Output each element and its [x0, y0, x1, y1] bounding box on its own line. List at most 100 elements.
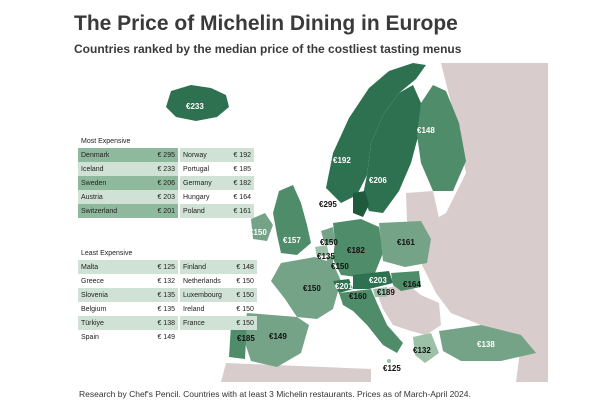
price-cell: € 206: [146, 176, 178, 190]
price-cell: [225, 330, 257, 344]
table-row: Slovenia € 135 Luxembourg € 150: [78, 288, 257, 302]
country-cell: Spain: [81, 333, 99, 341]
land-ukraine: [426, 228, 496, 288]
price-cell: € 192: [222, 148, 254, 162]
country-slovenia: [373, 287, 387, 297]
table-row: Iceland € 233 Portugal € 185: [78, 162, 254, 176]
most-expensive-table: Most Expensive Denmark € 295 Norway € 19…: [78, 134, 254, 218]
price-cell: € 182: [222, 176, 254, 190]
price-cell: € 132: [157, 277, 175, 285]
table-row: Denmark € 295 Norway € 192: [78, 148, 254, 162]
country-cell: Portugal: [183, 165, 210, 173]
country-ireland: [251, 213, 273, 241]
most-expensive-heading-row: Most Expensive: [78, 134, 254, 148]
country-italy: [339, 289, 403, 353]
table-row: Malta € 125 Finland € 148: [78, 260, 257, 274]
table-row: Austria € 203 Hungary € 164: [78, 190, 254, 204]
country-cell: France: [180, 316, 225, 330]
country-malta: [387, 359, 391, 363]
price-cell: € 138: [146, 316, 178, 330]
country-denmark: [353, 191, 369, 217]
least-expensive-heading-row: Least Expensive: [78, 246, 257, 260]
label-france: €150: [303, 284, 321, 293]
label-portugal: €185: [237, 334, 255, 343]
country-cell: Austria: [78, 190, 146, 204]
country-greece: [413, 333, 439, 363]
country-cell: Sweden: [78, 176, 146, 190]
country-luxembourg: [327, 256, 333, 263]
country-uk: [273, 185, 311, 255]
country-cell: Finland: [180, 260, 225, 274]
country-cell: Netherlands: [183, 277, 221, 285]
price-cell: € 161: [222, 204, 254, 218]
country-cell: Denmark: [78, 148, 146, 162]
price-cell: € 233: [146, 162, 178, 176]
least-expensive-heading: Least Expensive: [78, 246, 257, 260]
label-poland: €161: [397, 238, 415, 247]
price-cell: € 203: [146, 190, 178, 204]
price-cell: € 201: [146, 204, 178, 218]
label-slovenia: €189: [377, 288, 395, 297]
map-svg: €233 €192 €206 €148 €295 €150 €157 €150 …: [166, 63, 548, 382]
land-north-africa: [221, 363, 371, 382]
country-cell: Germany: [180, 176, 222, 190]
label-netherlands: €150: [320, 238, 338, 247]
country-cell: Slovenia: [78, 288, 146, 302]
price-cell: € 135: [157, 305, 175, 313]
price-cell: € 150: [224, 316, 257, 330]
price-cell: € 164: [233, 193, 251, 201]
chart-subtitle: Countries ranked by the median price of …: [74, 42, 462, 56]
country-cell: Türkiye: [78, 316, 146, 330]
label-norway: €192: [333, 156, 351, 165]
country-poland: [379, 221, 431, 267]
label-hungary: €164: [403, 280, 421, 289]
country-cell: Belgium: [81, 305, 107, 313]
europe-map: €233 €192 €206 €148 €295 €150 €157 €150 …: [121, 63, 548, 382]
label-greece: €132: [413, 346, 431, 355]
country-sweden: [363, 85, 421, 213]
label-iceland: €233: [186, 102, 204, 111]
price-cell: € 125: [146, 260, 178, 274]
country-spain: [243, 313, 309, 367]
label-malta: €125: [383, 364, 401, 373]
country-cell: Ireland: [183, 305, 205, 313]
country-switzerland: [333, 279, 353, 293]
label-sweden: €206: [369, 176, 387, 185]
price-cell: € 295: [146, 148, 178, 162]
country-hungary: [391, 271, 421, 291]
table-row: Spain € 149: [78, 330, 257, 344]
country-norway: [326, 63, 426, 203]
table-row: Türkiye € 138 France € 150: [78, 316, 257, 330]
country-france: [271, 257, 341, 319]
label-spain: €149: [269, 332, 287, 341]
country-finland: [417, 85, 466, 191]
chart-title: The Price of Michelin Dining in Europe: [74, 12, 458, 35]
table-row: Switzerland € 201 Poland € 161: [78, 204, 254, 218]
label-turkey: €138: [477, 340, 495, 349]
country-cell: Poland: [180, 204, 222, 218]
label-finland: €148: [417, 126, 435, 135]
label-germany: €182: [347, 246, 365, 255]
country-cell: Luxembourg: [180, 288, 225, 302]
price-cell: € 185: [233, 165, 251, 173]
footer-note: Research by Chef's Pencil. Countries wit…: [79, 389, 471, 399]
price-cell: € 148: [224, 260, 257, 274]
table-row: Sweden € 206 Germany € 182: [78, 176, 254, 190]
country-cell: Norway: [180, 148, 222, 162]
country-cell: Hungary: [183, 193, 210, 201]
label-belgium: €135: [317, 252, 335, 261]
country-germany: [333, 219, 383, 277]
label-denmark: €295: [319, 200, 337, 209]
table-row: Belgium € 135 Ireland € 150: [78, 302, 257, 316]
price-cell: € 150: [224, 288, 257, 302]
land-baltics: [406, 191, 439, 228]
price-cell: € 150: [236, 277, 254, 285]
price-cell: € 150: [236, 305, 254, 313]
price-cell: € 149: [157, 333, 175, 341]
country-austria: [353, 271, 393, 289]
country-iceland: [166, 85, 229, 121]
land-balkans: [376, 283, 441, 335]
label-uk: €157: [283, 236, 301, 245]
country-turkey: [439, 325, 536, 361]
label-ireland: €150: [249, 228, 267, 237]
